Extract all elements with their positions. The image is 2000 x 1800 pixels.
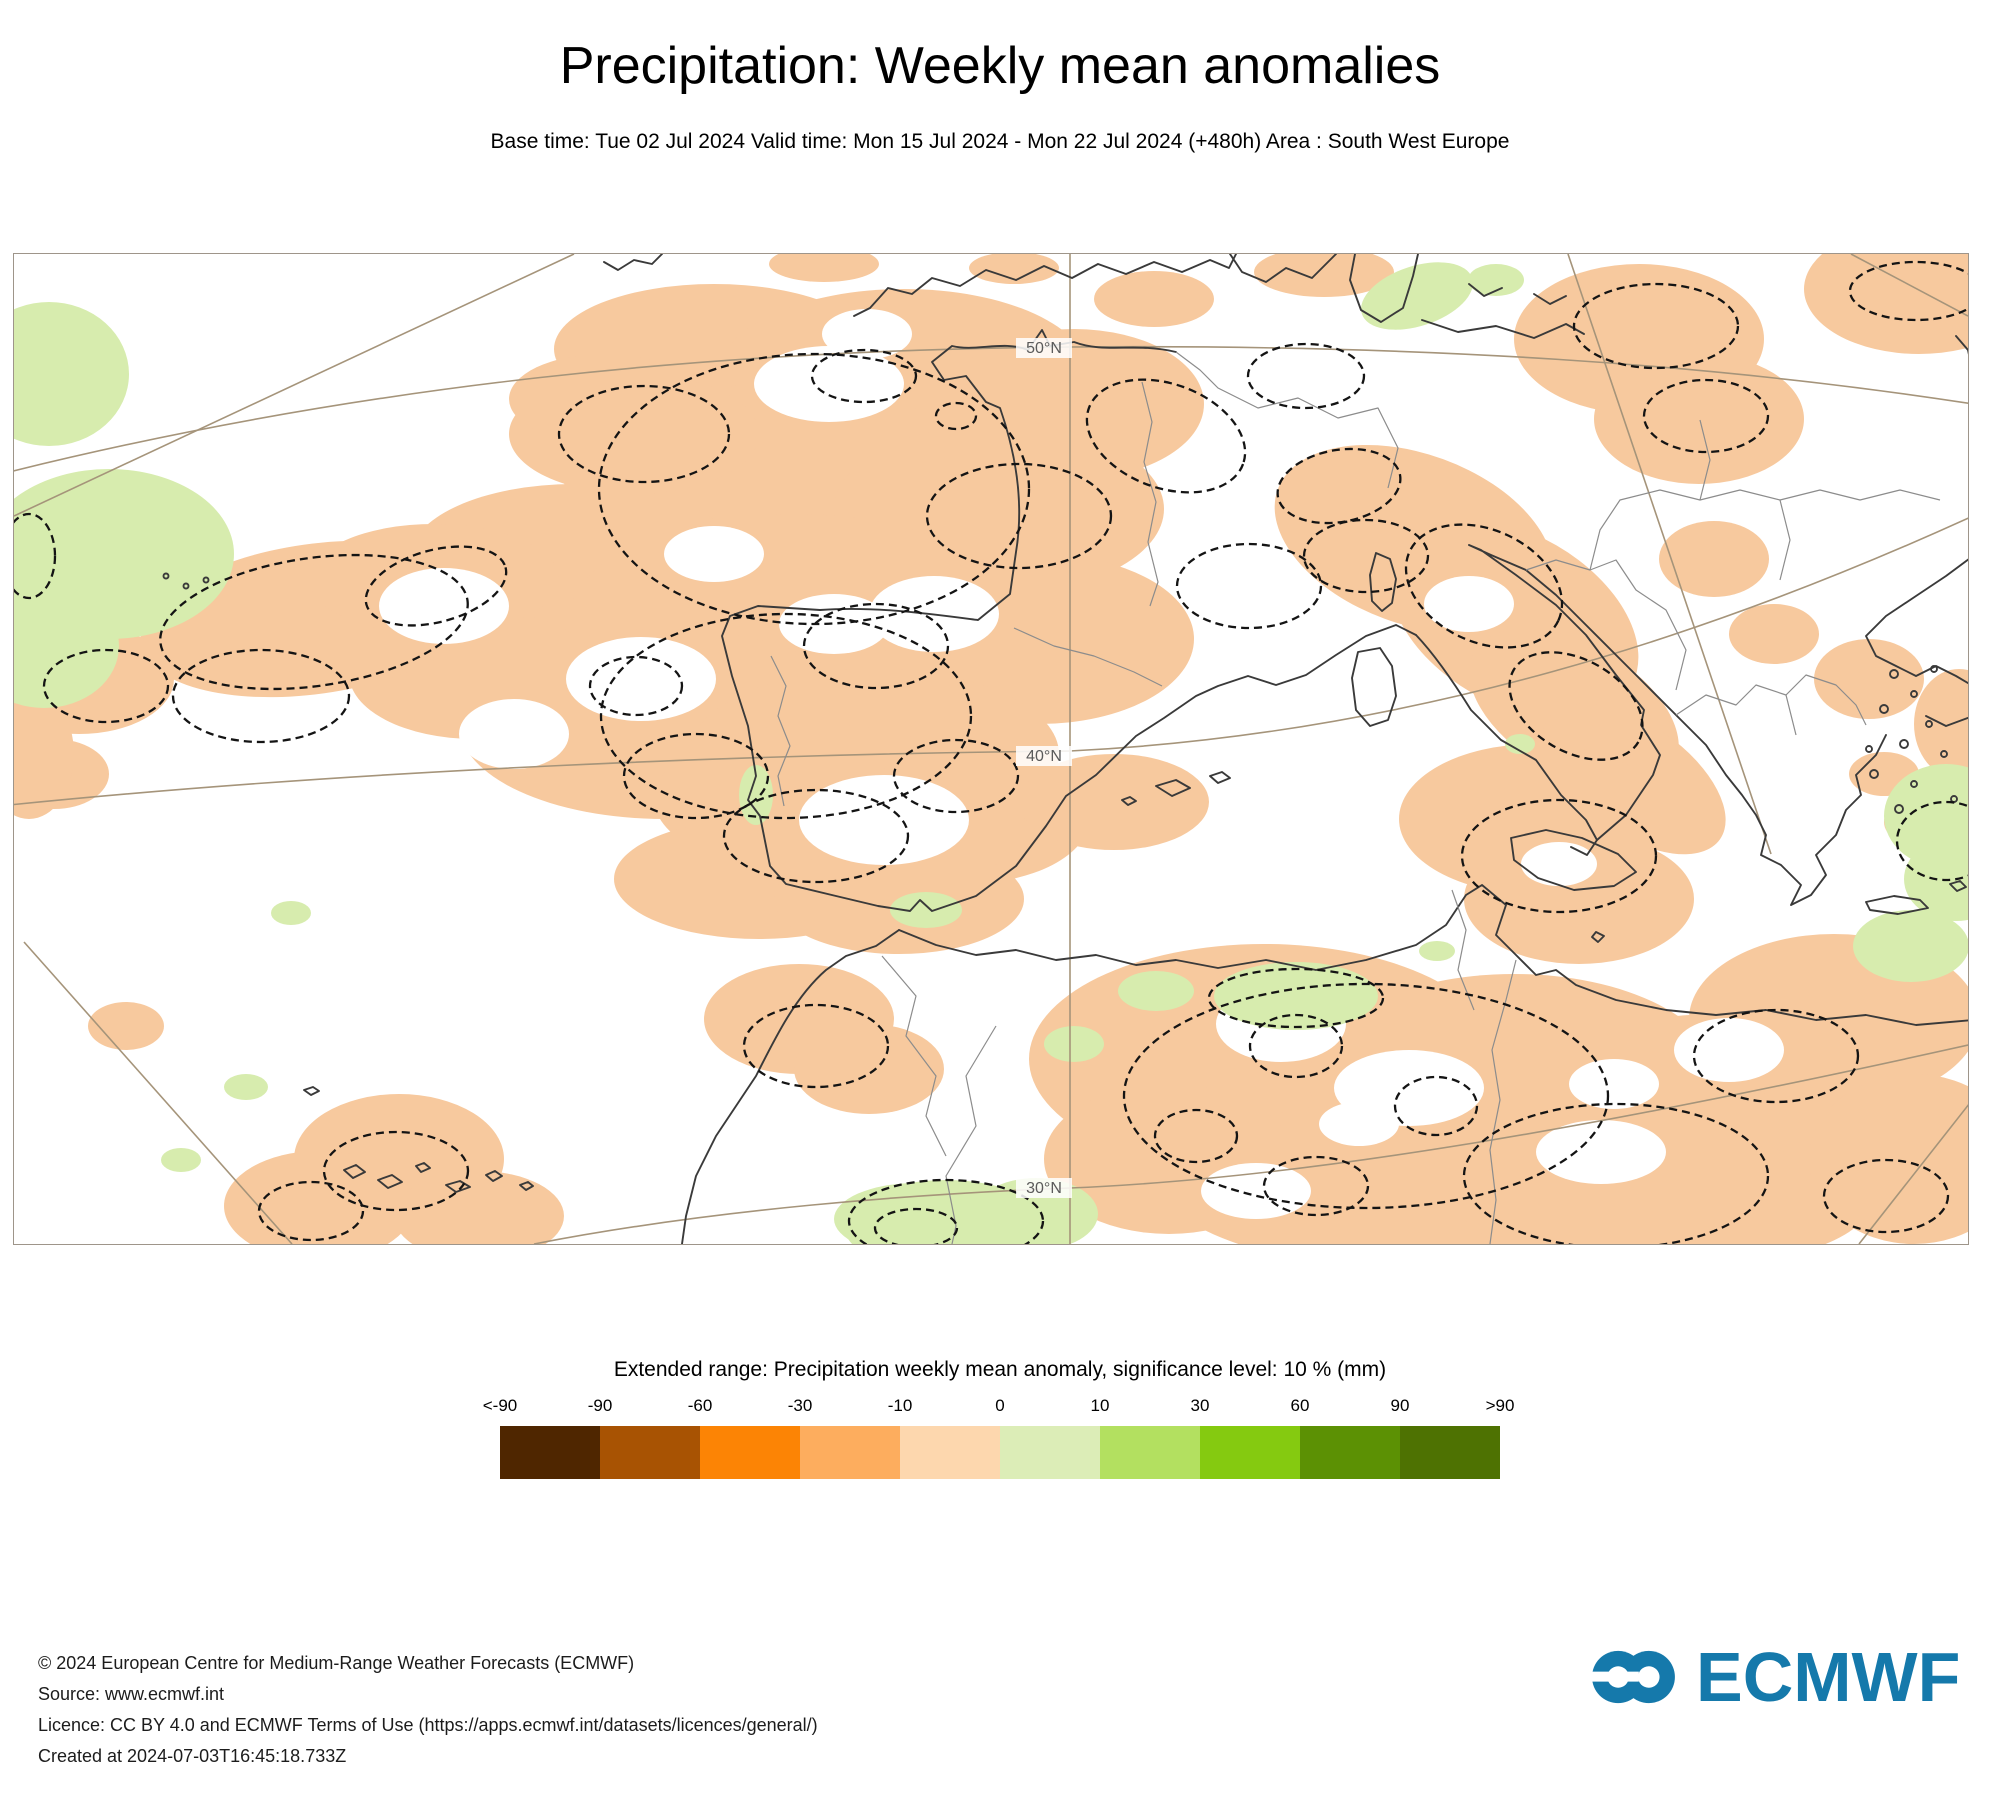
footer-source: Source: www.ecmwf.int [38, 1684, 225, 1704]
meridian-west-upper [14, 254, 575, 517]
meridian-west-lower [23, 941, 293, 1244]
legend-tick: -30 [787, 1396, 813, 1415]
legend-title: Extended range: Precipitation weekly mea… [613, 1358, 1387, 1381]
country-borders [770, 351, 1941, 1244]
legend-tick: -10 [887, 1396, 913, 1415]
page-title: Precipitation: Weekly mean anomalies [559, 37, 1441, 95]
anomaly-map: 50°N 40°N 30°N [13, 253, 1969, 1245]
legend-colorbar [500, 1426, 1500, 1479]
ecmwf-logo-text: ECMWF [1696, 1638, 1961, 1716]
aegean-islands [162, 572, 1958, 814]
significance-contours [14, 260, 1968, 1244]
legend-tick: 0 [995, 1396, 1005, 1415]
legend-cell [1200, 1426, 1300, 1479]
legend-cell [1000, 1426, 1100, 1479]
ecmwf-logo: ECMWF [1588, 1642, 1960, 1712]
latitude-30n [533, 1044, 1968, 1244]
legend-tick: 90 [1390, 1396, 1410, 1415]
meridian-corner [1850, 254, 1968, 317]
footer-copyright: © 2024 European Centre for Medium-Range … [38, 1653, 635, 1673]
legend-tick: -90 [587, 1396, 613, 1415]
legend-cell [800, 1426, 900, 1479]
footer: © 2024 European Centre for Medium-Range … [38, 1648, 818, 1772]
meridian-east-lower [1858, 1104, 1968, 1244]
legend-tick: <-90 [482, 1396, 518, 1415]
footer-created: Created at 2024-07-03T16:45:18.733Z [38, 1746, 347, 1766]
legend-cell [1400, 1426, 1500, 1479]
footer-licence: Licence: CC BY 4.0 and ECMWF Terms of Us… [38, 1715, 818, 1735]
label-50n: 50°N [1026, 340, 1062, 357]
graticule-labels: 50°N 40°N 30°N [1016, 338, 1072, 1198]
label-30n: 30°N [1026, 1180, 1062, 1197]
meridian-east-upper [1567, 254, 1772, 855]
label-40n: 40°N [1026, 748, 1062, 765]
negative-anomaly-regions [14, 254, 1968, 1244]
positive-anomaly-regions [14, 262, 1968, 1244]
legend-cell [900, 1426, 1000, 1479]
legend-cell [1300, 1426, 1400, 1479]
legend-tick: 30 [1190, 1396, 1210, 1415]
map-canvas: 50°N 40°N 30°N [14, 254, 1968, 1244]
legend-cell [500, 1426, 600, 1479]
anomaly-holes [379, 309, 1784, 1219]
legend-tick: 10 [1090, 1396, 1110, 1415]
ecmwf-emblem-icon [1588, 1650, 1675, 1704]
legend-tick: 60 [1290, 1396, 1310, 1415]
legend-cell [1100, 1426, 1200, 1479]
legend-cell [700, 1426, 800, 1479]
legend-tick: -60 [687, 1396, 713, 1415]
legend-tick: >90 [1485, 1396, 1515, 1415]
page-subtitle: Base time: Tue 02 Jul 2024 Valid time: M… [490, 130, 1510, 153]
legend-ticks: <-90 -90 -60 -30 -10 0 10 30 60 90 >90 [483, 1396, 1515, 1418]
legend-cell [600, 1426, 700, 1479]
